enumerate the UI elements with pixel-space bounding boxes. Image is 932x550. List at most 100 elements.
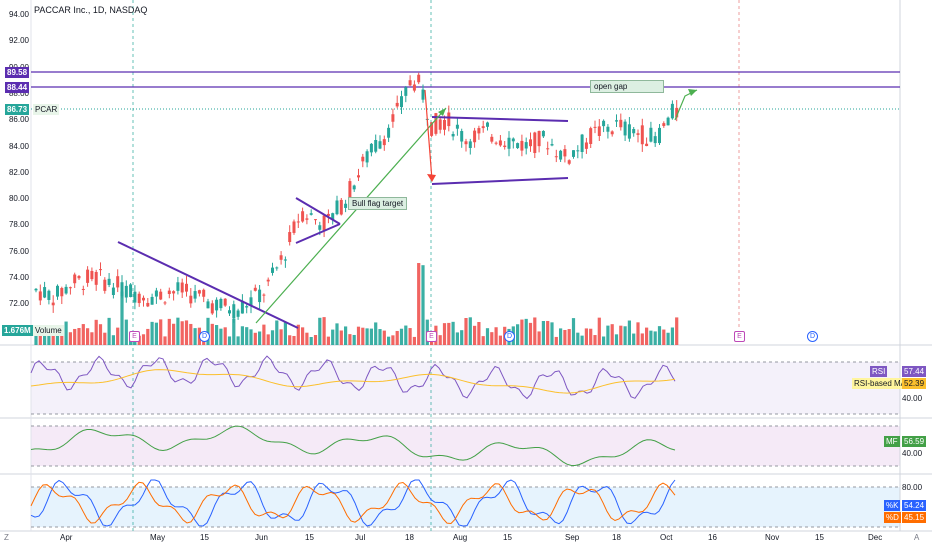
candle-body [210,303,214,314]
candle-body [240,300,244,314]
volume-bar [378,329,382,345]
time-axis-label: 18 [612,533,621,542]
arrowhead [438,108,446,116]
volume-bar [477,321,481,345]
candle-body [150,296,154,305]
time-axis-label: 16 [708,533,717,542]
candle-body [597,126,601,136]
volume-bar [584,328,588,345]
candle-body [266,279,270,282]
auto-scale-toggle[interactable]: A [914,533,920,542]
candle-body [309,213,313,215]
candle-body [675,107,679,118]
bull-flag-target-note[interactable]: Bull flag target [348,197,408,210]
flag-upper-line[interactable] [295,197,341,225]
candle-body [451,133,455,137]
volume-bar [455,332,459,345]
drop-arrow[interactable] [424,89,433,181]
volume-bar [215,325,219,345]
price-axis-label: 88.00 [8,88,29,98]
volume-bar [326,336,330,345]
stoch-d-label: %D [884,512,901,523]
triangle-lower-line[interactable] [431,177,569,185]
volume-bar [258,331,262,345]
volume-bar [232,318,236,345]
dividend-marker[interactable]: D [504,331,515,342]
volume-bar [223,327,227,345]
volume-bar [305,332,309,345]
volume-bar [279,329,283,345]
candle-body [249,297,253,306]
volume-bar [90,332,94,345]
volume-bar [339,330,343,345]
volume-bar [219,328,223,345]
price-axis-label: 84.00 [8,141,29,151]
volume-bar [498,335,502,345]
stoch-band [31,487,900,527]
volume-bar [395,330,399,345]
volume-bar [524,318,528,345]
volume-bar [94,319,98,345]
candle-body [662,123,666,126]
triangle-upper-line[interactable] [431,116,569,122]
volume-bar [318,317,322,345]
volume-bar [86,328,90,345]
candle-body [301,211,305,222]
time-axis-label: 15 [815,533,824,542]
volume-bar [365,328,369,345]
open-gap-note[interactable]: open gap [590,80,664,93]
candle-body [533,132,537,154]
candle-body [103,279,107,291]
candle-body [258,289,262,303]
candle-body [645,143,649,147]
candle-body [68,287,72,289]
candle-body [193,291,197,299]
candle-body [142,297,145,301]
candle-body [219,298,223,309]
candle-body [606,126,610,132]
downtrend-line[interactable] [117,241,299,329]
price-axis-label: 72.00 [8,299,29,309]
bull-flag-projection-arrow[interactable] [255,107,447,324]
candlesticks[interactable] [34,72,679,323]
flag-lower-line[interactable] [295,223,341,244]
candle-body [563,149,567,157]
candle-body [430,122,434,136]
time-axis-label: Nov [765,533,780,542]
time-axis-label: May [150,533,166,542]
volume-bar [73,328,77,345]
volume-bar [589,328,593,345]
volume-bar [189,323,193,345]
price-tag-last: 86.73 [5,104,30,115]
symbol-title[interactable]: PACCAR Inc., 1D, NASDAQ [34,5,148,15]
dividend-marker[interactable]: D [807,331,818,342]
breakout-arrow[interactable] [674,89,698,121]
volume-bar [554,336,558,345]
candle-body [653,136,657,144]
volume-bar [533,317,537,345]
candle-body [197,290,201,294]
volume-bar [288,335,292,345]
time-axis-label: Apr [60,533,73,542]
stoch-k-label: %K [884,500,901,511]
price-axis-label: 74.00 [8,273,29,282]
dividend-marker[interactable]: D [199,331,210,342]
earnings-marker[interactable]: E [129,331,140,342]
candle-body [215,299,219,311]
earnings-marker[interactable]: E [734,331,745,342]
volume-bar [614,334,619,345]
candle-body [391,114,395,122]
candle-body [90,270,94,280]
candle-body [275,267,279,269]
candle-body [305,218,309,220]
volume-bar [442,323,447,345]
candle-body [387,127,391,138]
candle-body [318,225,322,230]
volume-bar [296,324,300,345]
volume-bar [404,325,408,345]
earnings-marker[interactable]: E [426,331,437,342]
volume-bar [537,331,541,345]
volume-bar [322,317,326,345]
timezone-toggle[interactable]: Z [4,533,9,542]
